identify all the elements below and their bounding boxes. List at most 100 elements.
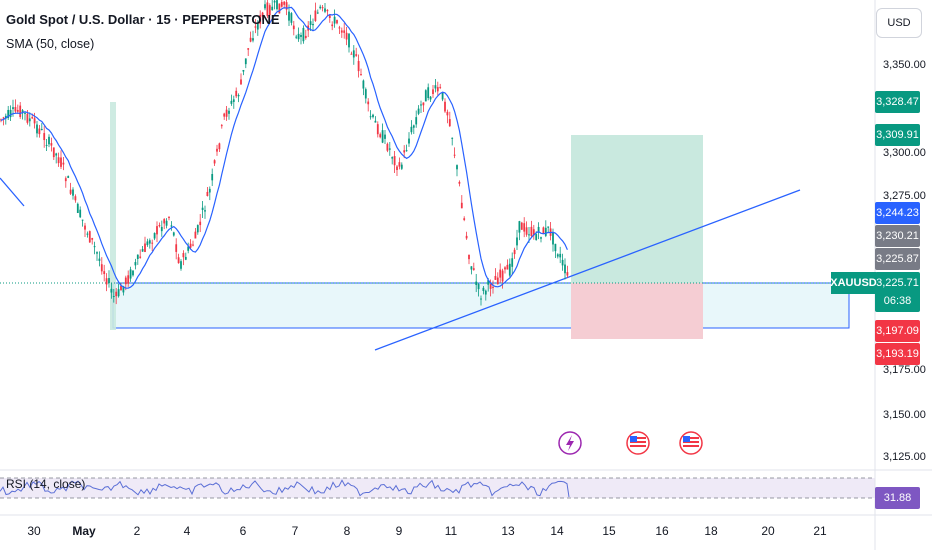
trendline[interactable] — [374, 189, 801, 351]
candle-body — [288, 11, 290, 21]
time-axis-label: 30 — [27, 524, 41, 538]
time-axis-label: 18 — [704, 524, 718, 538]
candle-body — [535, 234, 538, 241]
us-flag-icon[interactable] — [626, 431, 650, 455]
candle-body — [460, 202, 463, 209]
candle-body — [194, 231, 197, 239]
candle-body — [86, 233, 89, 235]
candle-body — [350, 53, 353, 55]
lightning-icon[interactable] — [558, 431, 582, 455]
candle-body — [309, 21, 312, 25]
candle-body — [367, 101, 370, 105]
candle-body — [208, 188, 211, 193]
candle-body — [31, 117, 34, 119]
candle-body — [24, 112, 26, 114]
candle-body — [432, 89, 434, 95]
price-axis-label: 3,350.00 — [883, 59, 926, 71]
us-flag-icon[interactable] — [679, 431, 703, 455]
candle-body — [98, 258, 101, 261]
price-tag: 3,230.21 — [875, 225, 920, 247]
candle-body — [146, 241, 149, 246]
candle-body — [76, 203, 79, 214]
candle-body — [511, 258, 514, 267]
candle-body — [4, 115, 7, 119]
candle-body — [199, 221, 202, 226]
candle-body — [364, 89, 367, 99]
candle-body — [446, 111, 449, 116]
trendline-left[interactable] — [0, 177, 25, 207]
candle-body — [141, 249, 144, 252]
candle-body — [124, 277, 127, 285]
candle-body — [237, 95, 240, 97]
long-position-loss-zone[interactable] — [571, 283, 703, 339]
candle-body — [88, 231, 91, 243]
candle-body — [362, 80, 365, 89]
candle-body — [7, 109, 10, 119]
rsi-legend[interactable]: RSI (14, close) — [6, 477, 86, 491]
candle-body — [156, 226, 158, 235]
candle-body — [45, 144, 48, 146]
candle-body — [348, 33, 350, 48]
symbol-tag[interactable]: XAUUSD — [830, 272, 877, 294]
candle-body — [360, 74, 362, 76]
candle-body — [50, 143, 53, 146]
candle-body — [321, 7, 324, 9]
symbol-title: Gold Spot / U.S. Dollar · 15 · PEPPERSTO… — [6, 12, 280, 27]
price-axis-label: 3,175.00 — [883, 364, 926, 376]
candle-body — [175, 244, 178, 252]
candle-body — [468, 255, 470, 260]
candle-body — [300, 34, 302, 37]
candle-body — [43, 133, 46, 141]
sma-legend[interactable]: SMA (50, close) — [6, 37, 95, 51]
time-axis-label: 11 — [445, 524, 458, 538]
candle-body — [410, 126, 413, 133]
candle-body — [530, 226, 533, 236]
candle-body — [537, 226, 540, 233]
time-axis-label: 6 — [240, 524, 247, 538]
candle-body — [396, 166, 398, 171]
candle-body — [12, 107, 14, 109]
time-axis[interactable]: 30 May 2 4 6 7 8 9 11 13 14 15 16 18 20 … — [27, 524, 827, 538]
candle-body — [400, 164, 403, 169]
price-tag: 3,244.23 — [875, 202, 920, 224]
candle-body — [381, 130, 384, 143]
candle-body — [168, 217, 170, 219]
candle-body — [285, 2, 288, 10]
currency-button[interactable]: USD — [876, 8, 922, 38]
time-axis-label: 20 — [761, 524, 775, 538]
candle-body — [134, 262, 137, 266]
candle-body — [542, 227, 545, 234]
price-axis[interactable]: 3,350.00 3,300.00 3,275.00 3,175.00 3,15… — [883, 59, 926, 463]
candle-body — [235, 90, 238, 97]
candle-body — [340, 30, 343, 33]
candle-body — [225, 109, 228, 117]
candle-body — [69, 189, 72, 194]
candle-body — [254, 26, 257, 28]
candle-body — [189, 243, 192, 248]
candle-body — [316, 12, 319, 14]
candle-body — [357, 60, 360, 72]
candle-body — [297, 33, 300, 40]
candle-body — [182, 253, 185, 258]
candle-body — [232, 99, 235, 102]
candle-body — [2, 117, 5, 119]
candle-body — [528, 234, 530, 236]
candle-body — [249, 37, 252, 42]
long-position-profit-zone[interactable] — [571, 135, 703, 283]
candle-body — [420, 104, 422, 106]
price-tag: 3,197.09 — [875, 320, 920, 342]
candle-body — [16, 109, 19, 112]
time-axis-label: 14 — [550, 524, 564, 538]
time-axis-label: May — [72, 524, 96, 538]
candle-body — [64, 178, 67, 182]
candle-body — [204, 210, 206, 212]
candle-body — [444, 101, 446, 112]
candle-body — [91, 238, 94, 240]
candle-body — [271, 6, 274, 11]
candle-body — [516, 237, 518, 246]
candle-body — [424, 90, 427, 102]
candle-body — [48, 136, 50, 145]
candle-body — [223, 113, 226, 117]
candle-body — [429, 96, 432, 100]
